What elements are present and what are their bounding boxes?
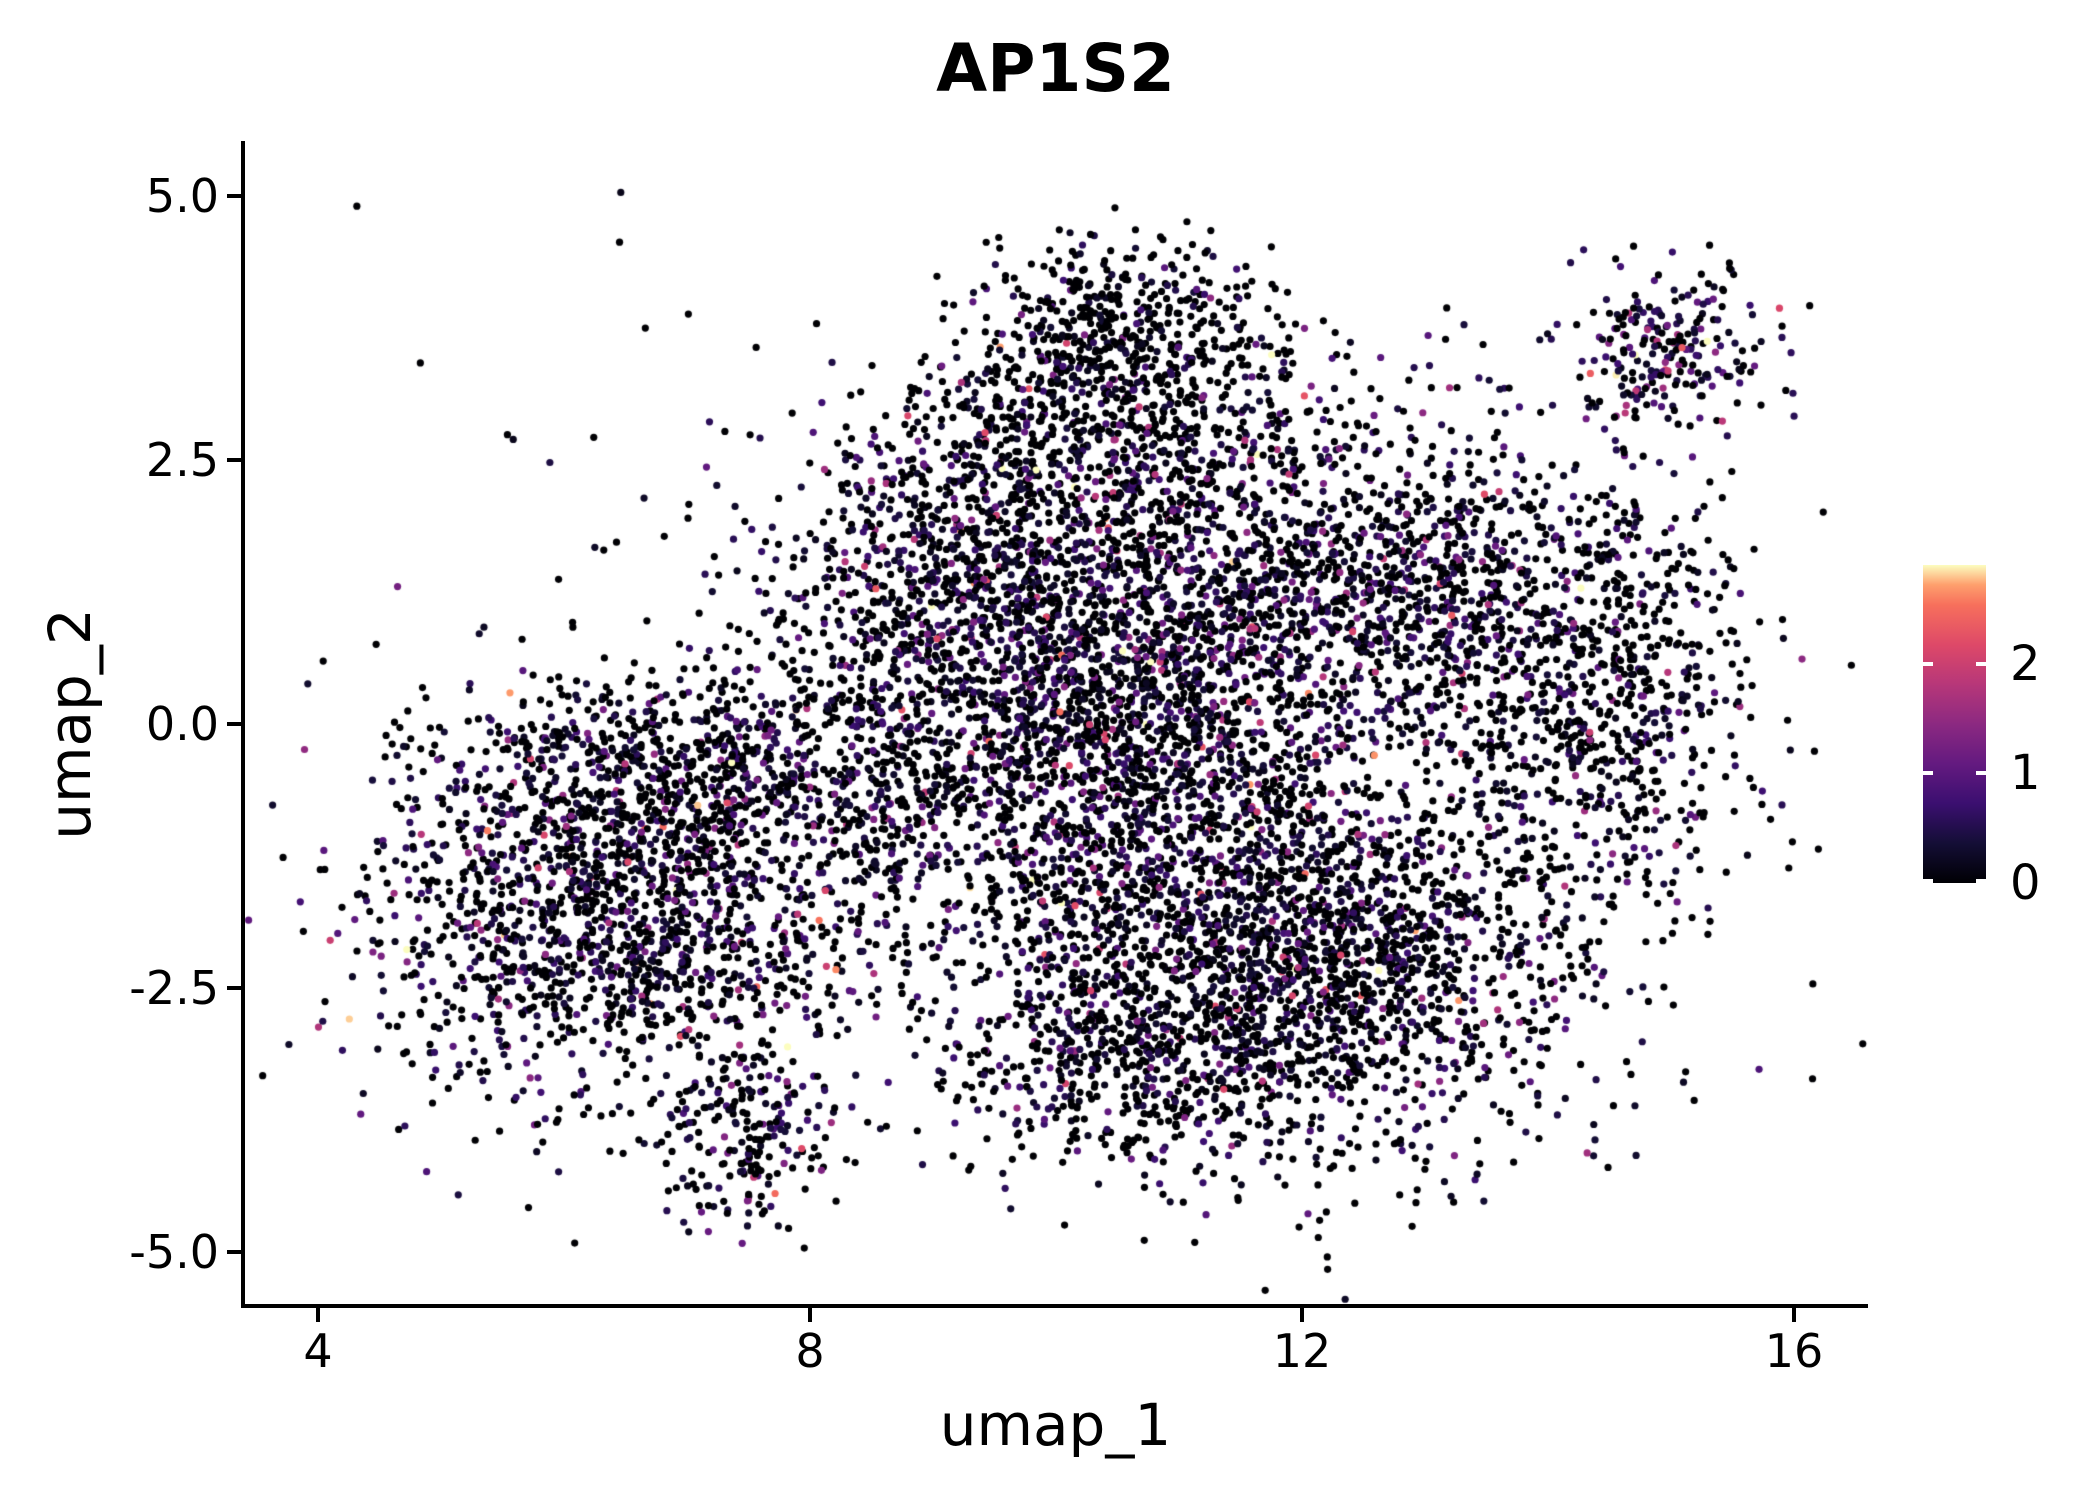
x-tick-mark <box>316 1308 320 1322</box>
y-tick-mark <box>227 1250 241 1254</box>
y-tick-mark <box>227 194 241 198</box>
y-tick-mark <box>227 722 241 726</box>
y-tick-mark <box>227 986 241 990</box>
expression-colorbar <box>1923 565 1986 883</box>
y-tick-mark <box>227 458 241 462</box>
y-tick-label: 5.0 <box>145 169 219 223</box>
x-tick-label: 12 <box>1272 1324 1332 1378</box>
y-tick-label: 2.5 <box>145 433 219 487</box>
colorbar-tick-mark <box>1976 879 1986 883</box>
y-tick-label: -2.5 <box>129 961 219 1015</box>
x-tick-label: 8 <box>795 1324 825 1378</box>
page-title: AP1S2 <box>936 30 1175 107</box>
colorbar-tick-label: 1 <box>2010 745 2041 802</box>
x-tick-mark <box>808 1308 812 1322</box>
y-tick-label: -5.0 <box>129 1225 219 1279</box>
x-tick-mark <box>1792 1308 1796 1322</box>
x-tick-mark <box>1300 1308 1304 1322</box>
colorbar-tick-mark <box>1923 661 1933 666</box>
x-axis-title: umap_1 <box>939 1391 1172 1459</box>
colorbar-tick-mark <box>1976 771 1986 776</box>
colorbar-tick-mark <box>1923 771 1933 776</box>
x-tick-label: 4 <box>303 1324 333 1378</box>
colorbar-tick-label: 2 <box>2010 635 2041 692</box>
y-axis-line <box>241 141 245 1308</box>
y-tick-label: 0.0 <box>145 697 219 751</box>
y-axis-title: umap_2 <box>36 608 104 840</box>
x-axis-line <box>241 1304 1868 1308</box>
colorbar-tick-label: 0 <box>2010 855 2041 911</box>
x-tick-label: 16 <box>1764 1324 1824 1378</box>
colorbar-tick-mark <box>1976 661 1986 666</box>
colorbar-tick-mark <box>1923 879 1933 883</box>
